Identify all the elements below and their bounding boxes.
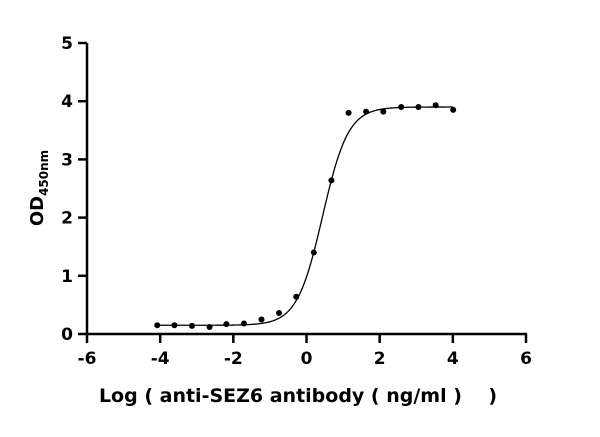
x-tick-label: 2 (374, 349, 386, 369)
data-point (432, 102, 439, 109)
data-point (276, 310, 283, 317)
x-tick-label: 4 (447, 349, 459, 369)
data-point (363, 108, 370, 115)
data-point (206, 324, 213, 331)
data-point (415, 104, 422, 111)
x-tick-label: -4 (151, 349, 170, 369)
data-point (188, 322, 195, 329)
data-point (293, 293, 300, 300)
y-tick-label: 1 (61, 267, 73, 287)
y-tick-label: 0 (61, 325, 73, 345)
data-point (345, 109, 352, 116)
data-point (310, 249, 317, 256)
y-tick-label: 4 (61, 92, 73, 112)
data-point (223, 321, 230, 328)
x-tick-label: 0 (301, 349, 313, 369)
fit-curve (157, 106, 454, 326)
x-tick-label: 6 (520, 349, 532, 369)
data-point (154, 322, 161, 329)
data-point (380, 108, 387, 115)
axes: -6 -4 -2 0 2 4 6 0 1 2 3 4 5 (61, 34, 532, 369)
x-tick-label: -6 (78, 349, 97, 369)
data-point (450, 106, 457, 113)
y-tick-label: 3 (61, 150, 73, 170)
data-point (240, 320, 247, 327)
y-axis-label-sub: 450nm (37, 150, 51, 196)
x-tick-label: -2 (224, 349, 243, 369)
x-axis-label: Log ( anti-SEZ6 antibody ( ng/ml ) ) (99, 385, 497, 407)
data-point (328, 177, 335, 184)
data-point (171, 322, 178, 329)
y-tick-label: 5 (61, 34, 73, 54)
data-point (258, 316, 265, 323)
y-axis-label: OD450nm (27, 150, 51, 226)
y-tick-label: 2 (61, 209, 73, 229)
y-axis-label-main: OD (27, 196, 48, 226)
data-point (398, 104, 405, 111)
data-points (154, 102, 457, 331)
